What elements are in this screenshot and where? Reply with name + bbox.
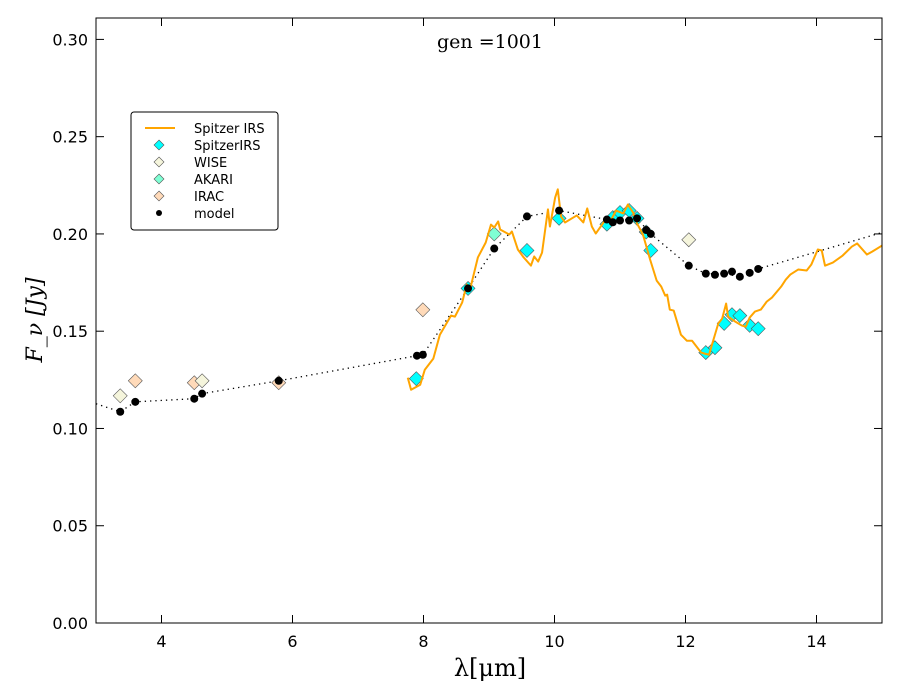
x-axis-label: λ[μm] (454, 654, 526, 682)
legend-diamond-swatch (153, 139, 165, 151)
spitzerirs-point (519, 243, 535, 258)
wise-point (194, 373, 210, 389)
model-point (633, 214, 642, 223)
plot-area (96, 188, 882, 416)
model-point (728, 267, 737, 276)
spitzerirs-point (551, 210, 567, 226)
spitzerirs-point (750, 321, 766, 337)
model-point (684, 261, 693, 270)
axis-ticks: 4 6 8 10 12 14 0.00 0.05 0.10 0.15 0.20 0.25 0.30 (52, 18, 882, 651)
model-point (418, 350, 427, 359)
x-tick-label: 6 (287, 632, 297, 651)
model-point (198, 389, 207, 398)
x-tick-label: 8 (418, 632, 428, 651)
model-point (490, 244, 499, 253)
model-point (608, 218, 617, 227)
y-tick-label: 0.20 (52, 225, 88, 244)
legend-label: Spitzer IRS (194, 122, 265, 137)
series-group (96, 188, 882, 416)
wise-point (681, 232, 697, 248)
model-point (720, 269, 729, 278)
model-point (274, 376, 283, 385)
legend-label: AKARI (194, 173, 233, 188)
x-tick-label: 12 (675, 632, 695, 651)
irac-point (415, 302, 431, 318)
x-tick-label: 10 (544, 632, 564, 651)
y-tick-label: 0.25 (52, 128, 88, 147)
model-point (616, 216, 624, 225)
model-point (646, 229, 655, 238)
spitzerirs-point (732, 308, 748, 324)
axes-frame (95, 17, 883, 624)
model-point (754, 264, 763, 273)
model-point (116, 407, 125, 416)
y-tick-label: 0.15 (52, 322, 88, 341)
y-axis-label: F_ν [Jy] (23, 277, 48, 363)
legend-diamond-swatch (153, 173, 165, 185)
model-point (464, 284, 473, 293)
legend-label: model (194, 207, 234, 222)
legend-box (130, 111, 279, 231)
legend-diamond-swatch (153, 156, 165, 168)
spitzerirs-point (408, 371, 424, 387)
spitzer-irs-line (406, 188, 882, 391)
model-point (701, 269, 710, 278)
model-point (735, 272, 744, 281)
model-point (190, 394, 199, 403)
model-point (710, 270, 719, 279)
x-tick-label: 4 (156, 632, 166, 651)
model-point (522, 212, 531, 221)
legend: Spitzer IRS SpitzerIRS WISE AKARI IRAC model (130, 111, 279, 231)
model-point (555, 206, 564, 215)
x-tick-label: 14 (806, 632, 826, 651)
y-tick-label: 0.00 (52, 614, 88, 633)
legend-label: SpitzerIRS (194, 139, 261, 154)
model-point (412, 351, 421, 360)
legend-dot-swatch (156, 210, 162, 216)
legend-label: IRAC (194, 190, 224, 205)
model-curve-line (96, 209, 882, 413)
legend-diamond-swatch (153, 190, 165, 202)
chart-title: gen =1001 (437, 31, 543, 53)
y-tick-label: 0.10 (52, 419, 88, 438)
y-tick-label: 0.05 (52, 517, 88, 536)
wise-point (112, 388, 128, 404)
irac-point (127, 373, 143, 389)
y-tick-label: 0.30 (52, 30, 88, 49)
model-point (625, 216, 634, 225)
model-point (745, 268, 754, 277)
model-point (131, 397, 140, 406)
legend-label: WISE (194, 156, 227, 171)
